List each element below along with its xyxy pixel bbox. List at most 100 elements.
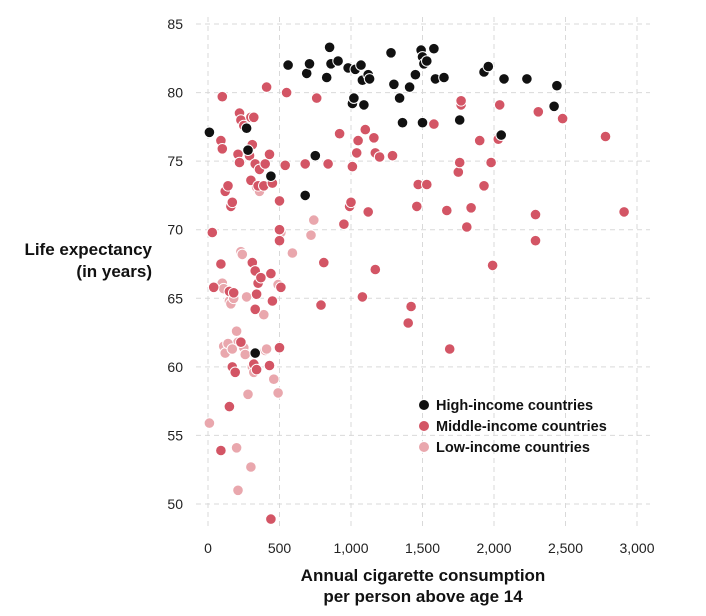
data-point (303, 58, 316, 70)
data-point (338, 218, 350, 230)
data-point (280, 86, 293, 99)
data-point (255, 271, 267, 284)
data-point (356, 291, 369, 303)
data-point (438, 71, 450, 84)
data-point (369, 263, 382, 276)
data-point (263, 148, 276, 161)
data-point (299, 189, 312, 202)
data-point (240, 291, 253, 303)
data-point (240, 122, 253, 134)
data-point (273, 195, 286, 207)
data-point (402, 317, 415, 329)
data-point (355, 59, 367, 71)
data-point (203, 417, 216, 429)
x-tick-label: 3,000 (619, 540, 654, 556)
data-point (405, 300, 417, 313)
data-point (482, 60, 495, 73)
data-point (265, 267, 277, 280)
data-point (309, 149, 322, 162)
data-point (207, 281, 220, 294)
legend-marker (418, 441, 430, 453)
data-point (532, 106, 545, 118)
data-point (368, 132, 380, 144)
y-axis-title-line-1: Life expectancy (24, 240, 152, 259)
data-point (393, 92, 406, 104)
data-point (273, 341, 286, 354)
data-point (272, 387, 284, 399)
data-point (232, 484, 244, 497)
y-tick-label: 65 (167, 290, 183, 306)
data-point (222, 180, 234, 192)
data-point (230, 442, 243, 454)
data-point (358, 99, 370, 111)
data-point (599, 130, 612, 143)
data-point (386, 149, 399, 162)
data-point (421, 55, 433, 67)
data-point (282, 59, 294, 71)
data-point (428, 42, 440, 55)
data-point (498, 73, 510, 85)
data-point (333, 127, 346, 140)
data-point (556, 112, 569, 125)
x-tick-label: 500 (268, 540, 292, 556)
data-point (396, 116, 409, 129)
legend-label: High-income countries (436, 398, 593, 414)
data-point (478, 180, 490, 192)
data-point (388, 78, 400, 91)
data-point (310, 92, 323, 104)
data-point (227, 287, 240, 299)
data-point (279, 159, 292, 172)
data-point (275, 281, 287, 294)
data-point (315, 299, 327, 311)
x-tick-label: 1,000 (333, 540, 368, 556)
data-point (461, 221, 473, 233)
data-point (363, 73, 376, 85)
data-point (226, 343, 239, 355)
data-point (323, 41, 336, 54)
data-point (529, 234, 542, 247)
data-point (248, 111, 260, 124)
data-point (322, 158, 334, 170)
data-point (403, 81, 416, 93)
x-tick-label: 0 (204, 540, 212, 556)
data-point (233, 156, 246, 169)
legend: High-income countries Middle-income count… (418, 398, 607, 456)
data-point (521, 73, 533, 85)
data-point (320, 71, 333, 84)
data-point (236, 248, 249, 261)
data-point (259, 158, 272, 170)
data-point (268, 373, 280, 386)
y-tick-label: 85 (167, 16, 183, 32)
data-point (258, 308, 270, 321)
data-point (485, 156, 497, 169)
y-tick-label: 80 (167, 85, 183, 101)
data-point (473, 134, 486, 147)
data-point (486, 259, 499, 272)
data-point (266, 295, 279, 307)
data-point (441, 204, 453, 217)
data-point (230, 325, 243, 338)
data-point (249, 347, 261, 359)
x-tick-label: 2,500 (548, 540, 583, 556)
data-point (245, 461, 257, 473)
x-tick-label: 1,500 (405, 540, 440, 556)
data-point (465, 202, 477, 214)
data-point (453, 156, 466, 169)
legend-label: Middle-income countries (436, 419, 607, 435)
data-point (548, 100, 560, 113)
y-tick-label: 75 (167, 153, 183, 169)
x-tick-label: 2,000 (476, 540, 511, 556)
data-point (348, 92, 360, 104)
data-points (203, 41, 630, 525)
data-point (239, 348, 251, 361)
data-point (409, 68, 422, 81)
y-axis-title-line-2: (in years) (76, 262, 152, 281)
data-point (305, 229, 317, 241)
legend-marker (418, 420, 430, 432)
data-point (352, 134, 364, 147)
data-point (308, 214, 320, 226)
data-point (529, 208, 542, 221)
y-tick-label: 55 (167, 427, 183, 443)
data-point (242, 388, 254, 401)
data-point (373, 151, 386, 163)
